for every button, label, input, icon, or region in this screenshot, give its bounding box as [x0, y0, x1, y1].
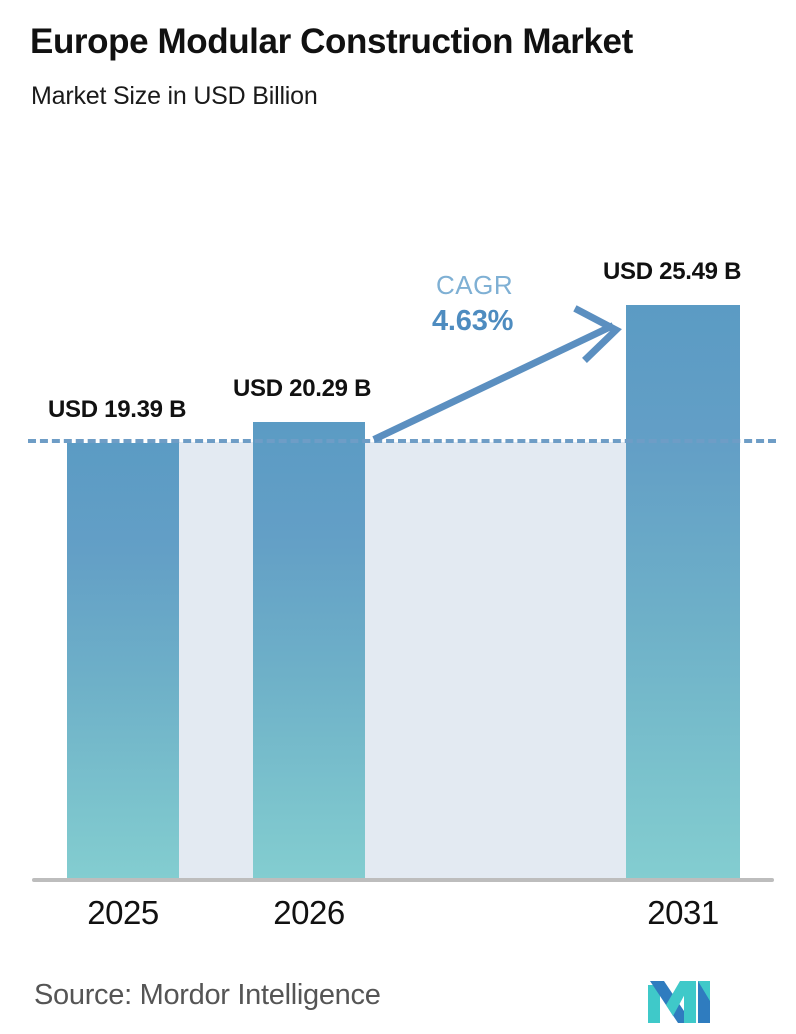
category-label-2025: 2025 — [87, 894, 159, 931]
chart-title: Europe Modular Construction Market — [30, 22, 633, 61]
source-text: Source: Mordor Intelligence — [34, 979, 381, 1011]
cagr-value: 4.63% — [432, 305, 514, 337]
bar-2025[interactable] — [67, 443, 179, 878]
chart-subtitle: Market Size in USD Billion — [31, 82, 318, 110]
cagr-label: CAGR — [436, 270, 514, 300]
category-label-2026: 2026 — [273, 894, 345, 931]
value-label-2031: USD 25.49 B — [603, 258, 742, 285]
cagr-arrow-icon — [372, 305, 622, 443]
mordor-intelligence-logo-icon — [648, 981, 710, 1023]
bar-2031[interactable] — [626, 305, 740, 878]
gap-band-2 — [365, 442, 626, 878]
value-label-2026: USD 20.29 B — [233, 375, 372, 402]
bar-2026[interactable] — [253, 422, 365, 878]
gap-band-1 — [179, 442, 253, 878]
value-label-2025: USD 19.39 B — [48, 396, 187, 423]
axis-baseline — [32, 878, 774, 882]
reference-line — [28, 439, 776, 443]
category-label-2031: 2031 — [647, 894, 719, 931]
